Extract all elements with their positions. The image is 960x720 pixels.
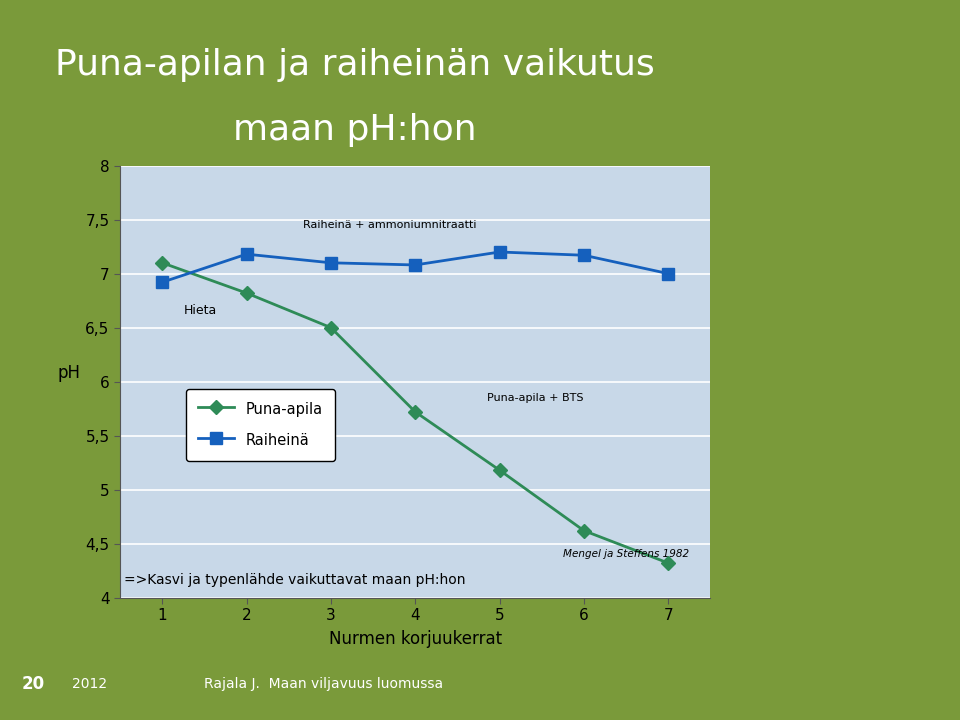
Puna-apila [578, 526, 589, 535]
Text: Puna-apila + BTS: Puna-apila + BTS [487, 393, 584, 403]
Raiheinä [662, 269, 674, 278]
Text: Puna-apilan ja raiheinän vaikutus: Puna-apilan ja raiheinän vaikutus [56, 48, 655, 82]
Line: Raiheinä: Raiheinä [156, 246, 674, 288]
Legend: Puna-apila, Raiheinä: Puna-apila, Raiheinä [186, 389, 335, 461]
X-axis label: Nurmen korjuukerrat: Nurmen korjuukerrat [328, 630, 502, 648]
Raiheinä [325, 258, 337, 267]
Raiheinä [156, 278, 168, 287]
Text: 20: 20 [21, 675, 45, 693]
Puna-apila [241, 289, 252, 297]
Raiheinä [578, 251, 589, 259]
Text: Raiheinä + ammoniumnitraatti: Raiheinä + ammoniumnitraatti [303, 220, 477, 230]
Text: maan pH:hon: maan pH:hon [233, 112, 477, 147]
Text: Mengel ja Steffens 1982: Mengel ja Steffens 1982 [563, 549, 689, 559]
Puna-apila [409, 408, 420, 416]
Puna-apila [493, 466, 505, 474]
Puna-apila [662, 559, 674, 567]
Raiheinä [241, 250, 252, 258]
Y-axis label: pH: pH [58, 364, 81, 382]
Text: 2012: 2012 [72, 678, 108, 691]
Text: =>Kasvi ja typenlähde vaikuttavat maan pH:hon: =>Kasvi ja typenlähde vaikuttavat maan p… [124, 572, 466, 587]
Text: Rajala J.  Maan viljavuus luomussa: Rajala J. Maan viljavuus luomussa [204, 678, 444, 691]
Line: Puna-apila: Puna-apila [157, 258, 673, 568]
Puna-apila [325, 323, 337, 332]
Puna-apila [156, 258, 168, 267]
Text: Hieta: Hieta [183, 304, 217, 317]
Raiheinä [493, 248, 505, 256]
Raiheinä [409, 261, 420, 269]
